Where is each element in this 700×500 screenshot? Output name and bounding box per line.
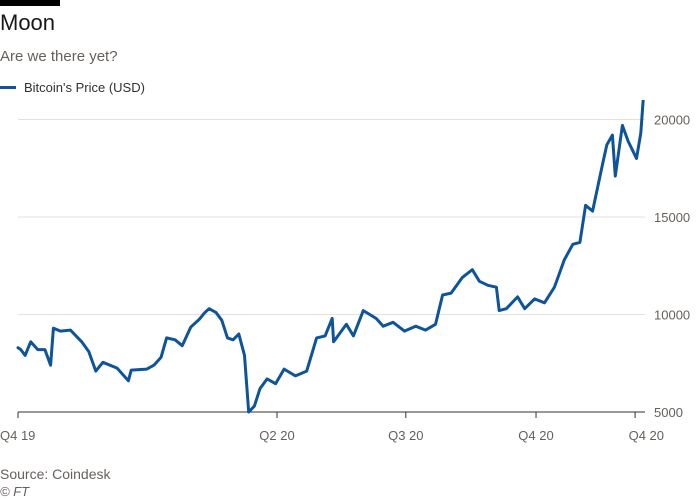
price-line-chart: 5000 10000 15000 20000 Q4 19 Q2 20 Q3 20 Q4 20 Q… bbox=[0, 100, 690, 443]
x-tick-label: Q4 20 bbox=[518, 428, 553, 443]
page-subtitle: Are we there yet? bbox=[0, 48, 118, 65]
x-tick-label: Q4 20 bbox=[629, 428, 664, 443]
y-tick-label: 15000 bbox=[654, 210, 690, 225]
legend-label: Bitcoin's Price (USD) bbox=[24, 80, 145, 95]
x-tick-label: Q3 20 bbox=[388, 428, 423, 443]
x-tick-label: Q4 19 bbox=[0, 428, 35, 443]
copyright-credit: © FT bbox=[0, 484, 30, 499]
legend-swatch bbox=[0, 86, 16, 89]
x-tick-label: Q2 20 bbox=[259, 428, 294, 443]
y-tick-label: 5000 bbox=[654, 405, 683, 420]
source-note: Source: Coindesk bbox=[0, 466, 111, 482]
bitcoin-price-line bbox=[16, 100, 645, 414]
y-tick-label: 10000 bbox=[654, 308, 690, 323]
brand-top-bar bbox=[0, 0, 60, 6]
chart-legend: Bitcoin's Price (USD) bbox=[0, 80, 145, 95]
y-tick-label: 20000 bbox=[654, 113, 690, 128]
page-title: Moon bbox=[0, 10, 56, 35]
